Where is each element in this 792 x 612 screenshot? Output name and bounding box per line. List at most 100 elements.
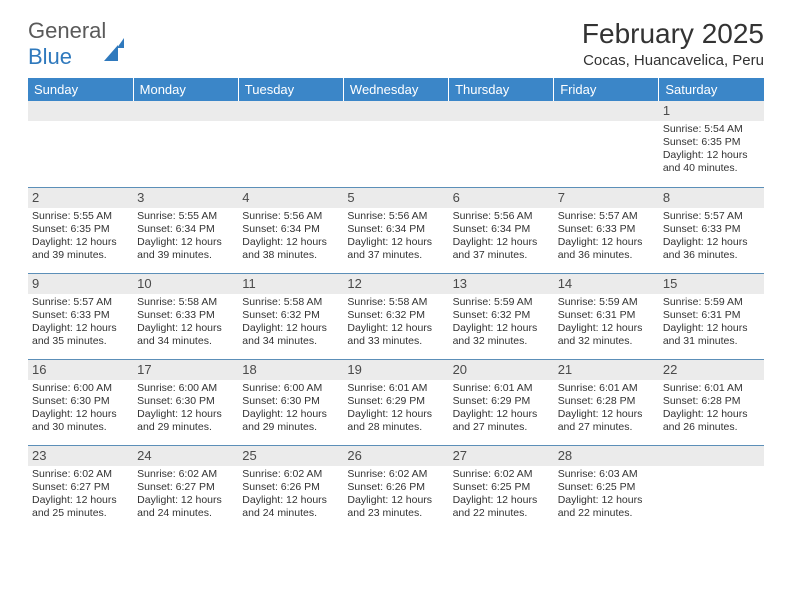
calendar-cell: 6Sunrise: 5:56 AM Sunset: 6:34 PM Daylig… <box>449 187 554 273</box>
calendar-body: 1Sunrise: 5:54 AM Sunset: 6:35 PM Daylig… <box>28 101 764 531</box>
day-details: Sunrise: 5:59 AM Sunset: 6:32 PM Dayligh… <box>449 294 554 352</box>
calendar-cell: 26Sunrise: 6:02 AM Sunset: 6:26 PM Dayli… <box>343 445 448 531</box>
calendar-cell: 28Sunrise: 6:03 AM Sunset: 6:25 PM Dayli… <box>554 445 659 531</box>
weekday-header: Saturday <box>659 78 764 101</box>
brand-part1: General <box>28 18 106 43</box>
calendar-cell: 1Sunrise: 5:54 AM Sunset: 6:35 PM Daylig… <box>659 101 764 187</box>
day-number: 13 <box>449 274 554 294</box>
calendar-cell: 17Sunrise: 6:00 AM Sunset: 6:30 PM Dayli… <box>133 359 238 445</box>
calendar-cell: 12Sunrise: 5:58 AM Sunset: 6:32 PM Dayli… <box>343 273 448 359</box>
weekday-header: Monday <box>133 78 238 101</box>
day-details: Sunrise: 5:55 AM Sunset: 6:35 PM Dayligh… <box>28 208 133 266</box>
day-number: 19 <box>343 360 448 380</box>
calendar-cell: 23Sunrise: 6:02 AM Sunset: 6:27 PM Dayli… <box>28 445 133 531</box>
brand-logo: General Blue <box>28 18 124 70</box>
calendar-cell: 4Sunrise: 5:56 AM Sunset: 6:34 PM Daylig… <box>238 187 343 273</box>
day-number: 22 <box>659 360 764 380</box>
calendar-cell: 10Sunrise: 5:58 AM Sunset: 6:33 PM Dayli… <box>133 273 238 359</box>
day-number: 18 <box>238 360 343 380</box>
day-number: 5 <box>343 188 448 208</box>
day-number: 24 <box>133 446 238 466</box>
day-details: Sunrise: 6:02 AM Sunset: 6:27 PM Dayligh… <box>28 466 133 524</box>
calendar-cell: 2Sunrise: 5:55 AM Sunset: 6:35 PM Daylig… <box>28 187 133 273</box>
calendar-cell: 18Sunrise: 6:00 AM Sunset: 6:30 PM Dayli… <box>238 359 343 445</box>
calendar-cell <box>449 101 554 187</box>
day-number: 7 <box>554 188 659 208</box>
day-number: 3 <box>133 188 238 208</box>
brand-part2: Blue <box>28 44 72 69</box>
day-number: 16 <box>28 360 133 380</box>
day-number: 15 <box>659 274 764 294</box>
brand-triangle-small-icon <box>117 13 124 48</box>
calendar-cell: 9Sunrise: 5:57 AM Sunset: 6:33 PM Daylig… <box>28 273 133 359</box>
calendar-cell: 11Sunrise: 5:58 AM Sunset: 6:32 PM Dayli… <box>238 273 343 359</box>
header: General Blue February 2025 Cocas, Huanca… <box>28 18 764 70</box>
calendar-cell: 21Sunrise: 6:01 AM Sunset: 6:28 PM Dayli… <box>554 359 659 445</box>
day-number: 28 <box>554 446 659 466</box>
day-number: 25 <box>238 446 343 466</box>
day-details: Sunrise: 6:01 AM Sunset: 6:29 PM Dayligh… <box>343 380 448 438</box>
day-number: 20 <box>449 360 554 380</box>
day-details: Sunrise: 6:03 AM Sunset: 6:25 PM Dayligh… <box>554 466 659 524</box>
calendar-cell: 25Sunrise: 6:02 AM Sunset: 6:26 PM Dayli… <box>238 445 343 531</box>
day-number: 12 <box>343 274 448 294</box>
day-details: Sunrise: 6:00 AM Sunset: 6:30 PM Dayligh… <box>133 380 238 438</box>
day-number-empty <box>28 101 133 121</box>
title-location: Cocas, Huancavelica, Peru <box>582 52 764 69</box>
day-details: Sunrise: 5:58 AM Sunset: 6:33 PM Dayligh… <box>133 294 238 352</box>
calendar-cell: 13Sunrise: 5:59 AM Sunset: 6:32 PM Dayli… <box>449 273 554 359</box>
day-details: Sunrise: 5:54 AM Sunset: 6:35 PM Dayligh… <box>659 121 764 179</box>
calendar-cell: 15Sunrise: 5:59 AM Sunset: 6:31 PM Dayli… <box>659 273 764 359</box>
day-number-empty <box>343 101 448 121</box>
calendar-cell: 22Sunrise: 6:01 AM Sunset: 6:28 PM Dayli… <box>659 359 764 445</box>
calendar-cell: 19Sunrise: 6:01 AM Sunset: 6:29 PM Dayli… <box>343 359 448 445</box>
day-details: Sunrise: 5:57 AM Sunset: 6:33 PM Dayligh… <box>659 208 764 266</box>
day-number: 8 <box>659 188 764 208</box>
day-details: Sunrise: 6:02 AM Sunset: 6:26 PM Dayligh… <box>238 466 343 524</box>
day-details: Sunrise: 6:00 AM Sunset: 6:30 PM Dayligh… <box>238 380 343 438</box>
calendar-cell: 5Sunrise: 5:56 AM Sunset: 6:34 PM Daylig… <box>343 187 448 273</box>
calendar-row: 1Sunrise: 5:54 AM Sunset: 6:35 PM Daylig… <box>28 101 764 187</box>
day-number: 4 <box>238 188 343 208</box>
calendar-cell: 3Sunrise: 5:55 AM Sunset: 6:34 PM Daylig… <box>133 187 238 273</box>
title-block: February 2025 Cocas, Huancavelica, Peru <box>582 18 764 69</box>
calendar-row: 23Sunrise: 6:02 AM Sunset: 6:27 PM Dayli… <box>28 445 764 531</box>
weekday-header: Friday <box>554 78 659 101</box>
day-number-empty <box>238 101 343 121</box>
calendar-cell: 16Sunrise: 6:00 AM Sunset: 6:30 PM Dayli… <box>28 359 133 445</box>
day-details: Sunrise: 6:01 AM Sunset: 6:28 PM Dayligh… <box>554 380 659 438</box>
day-details: Sunrise: 5:57 AM Sunset: 6:33 PM Dayligh… <box>554 208 659 266</box>
calendar-cell: 24Sunrise: 6:02 AM Sunset: 6:27 PM Dayli… <box>133 445 238 531</box>
day-number: 1 <box>659 101 764 121</box>
calendar-cell <box>238 101 343 187</box>
day-details: Sunrise: 6:01 AM Sunset: 6:28 PM Dayligh… <box>659 380 764 438</box>
calendar-row: 16Sunrise: 6:00 AM Sunset: 6:30 PM Dayli… <box>28 359 764 445</box>
calendar-cell: 7Sunrise: 5:57 AM Sunset: 6:33 PM Daylig… <box>554 187 659 273</box>
title-month: February 2025 <box>582 18 764 50</box>
day-details: Sunrise: 5:56 AM Sunset: 6:34 PM Dayligh… <box>343 208 448 266</box>
day-number: 14 <box>554 274 659 294</box>
day-number-empty <box>133 101 238 121</box>
day-number: 23 <box>28 446 133 466</box>
calendar-cell <box>343 101 448 187</box>
weekday-header: Sunday <box>28 78 133 101</box>
weekday-header: Wednesday <box>343 78 448 101</box>
calendar-table: SundayMondayTuesdayWednesdayThursdayFrid… <box>28 78 764 531</box>
day-number: 6 <box>449 188 554 208</box>
day-details: Sunrise: 5:59 AM Sunset: 6:31 PM Dayligh… <box>659 294 764 352</box>
day-number: 21 <box>554 360 659 380</box>
day-details: Sunrise: 6:00 AM Sunset: 6:30 PM Dayligh… <box>28 380 133 438</box>
calendar-cell: 14Sunrise: 5:59 AM Sunset: 6:31 PM Dayli… <box>554 273 659 359</box>
day-number-empty <box>449 101 554 121</box>
day-number: 27 <box>449 446 554 466</box>
day-details: Sunrise: 6:01 AM Sunset: 6:29 PM Dayligh… <box>449 380 554 438</box>
day-details: Sunrise: 5:55 AM Sunset: 6:34 PM Dayligh… <box>133 208 238 266</box>
calendar-row: 2Sunrise: 5:55 AM Sunset: 6:35 PM Daylig… <box>28 187 764 273</box>
calendar-cell <box>554 101 659 187</box>
day-number: 11 <box>238 274 343 294</box>
calendar-cell: 27Sunrise: 6:02 AM Sunset: 6:25 PM Dayli… <box>449 445 554 531</box>
calendar-cell: 8Sunrise: 5:57 AM Sunset: 6:33 PM Daylig… <box>659 187 764 273</box>
calendar-cell: 20Sunrise: 6:01 AM Sunset: 6:29 PM Dayli… <box>449 359 554 445</box>
day-number: 2 <box>28 188 133 208</box>
day-details: Sunrise: 5:58 AM Sunset: 6:32 PM Dayligh… <box>343 294 448 352</box>
